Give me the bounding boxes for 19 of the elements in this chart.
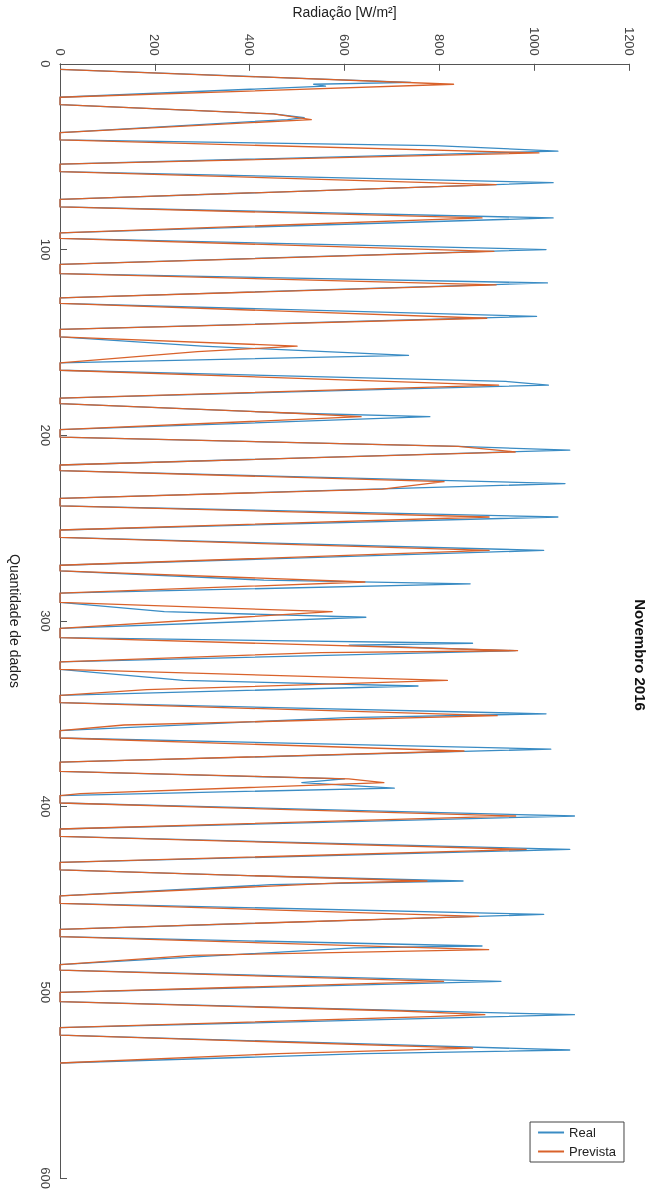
legend-label: Prevista bbox=[569, 1144, 617, 1159]
x-tick-label: 1000 bbox=[526, 26, 542, 56]
text: Novembro 2016 bbox=[631, 599, 649, 711]
x-tick-label: 800 bbox=[431, 34, 447, 56]
y-axis-title: Quantidade de dados bbox=[7, 554, 23, 688]
x-axis-title: Radiação [W/m²] bbox=[292, 4, 397, 20]
y-tick-label: 100 bbox=[38, 238, 53, 261]
x-tick-label: 1200 bbox=[621, 26, 637, 56]
x-tick-label: 400 bbox=[242, 34, 258, 56]
y-tick-label: 0 bbox=[38, 60, 53, 68]
y-tick-label: 400 bbox=[38, 795, 53, 818]
y-tick-label: 500 bbox=[38, 981, 53, 1004]
x-tick-label: 600 bbox=[337, 34, 352, 56]
x-tick-label: 200 bbox=[147, 34, 163, 56]
y-tick-label: 300 bbox=[38, 610, 53, 632]
legend-label: Real bbox=[569, 1125, 596, 1140]
y-tick-label: 200 bbox=[38, 424, 53, 447]
x-tick-label: 0 bbox=[52, 48, 68, 56]
y-tick-label: 600 bbox=[38, 1167, 53, 1190]
